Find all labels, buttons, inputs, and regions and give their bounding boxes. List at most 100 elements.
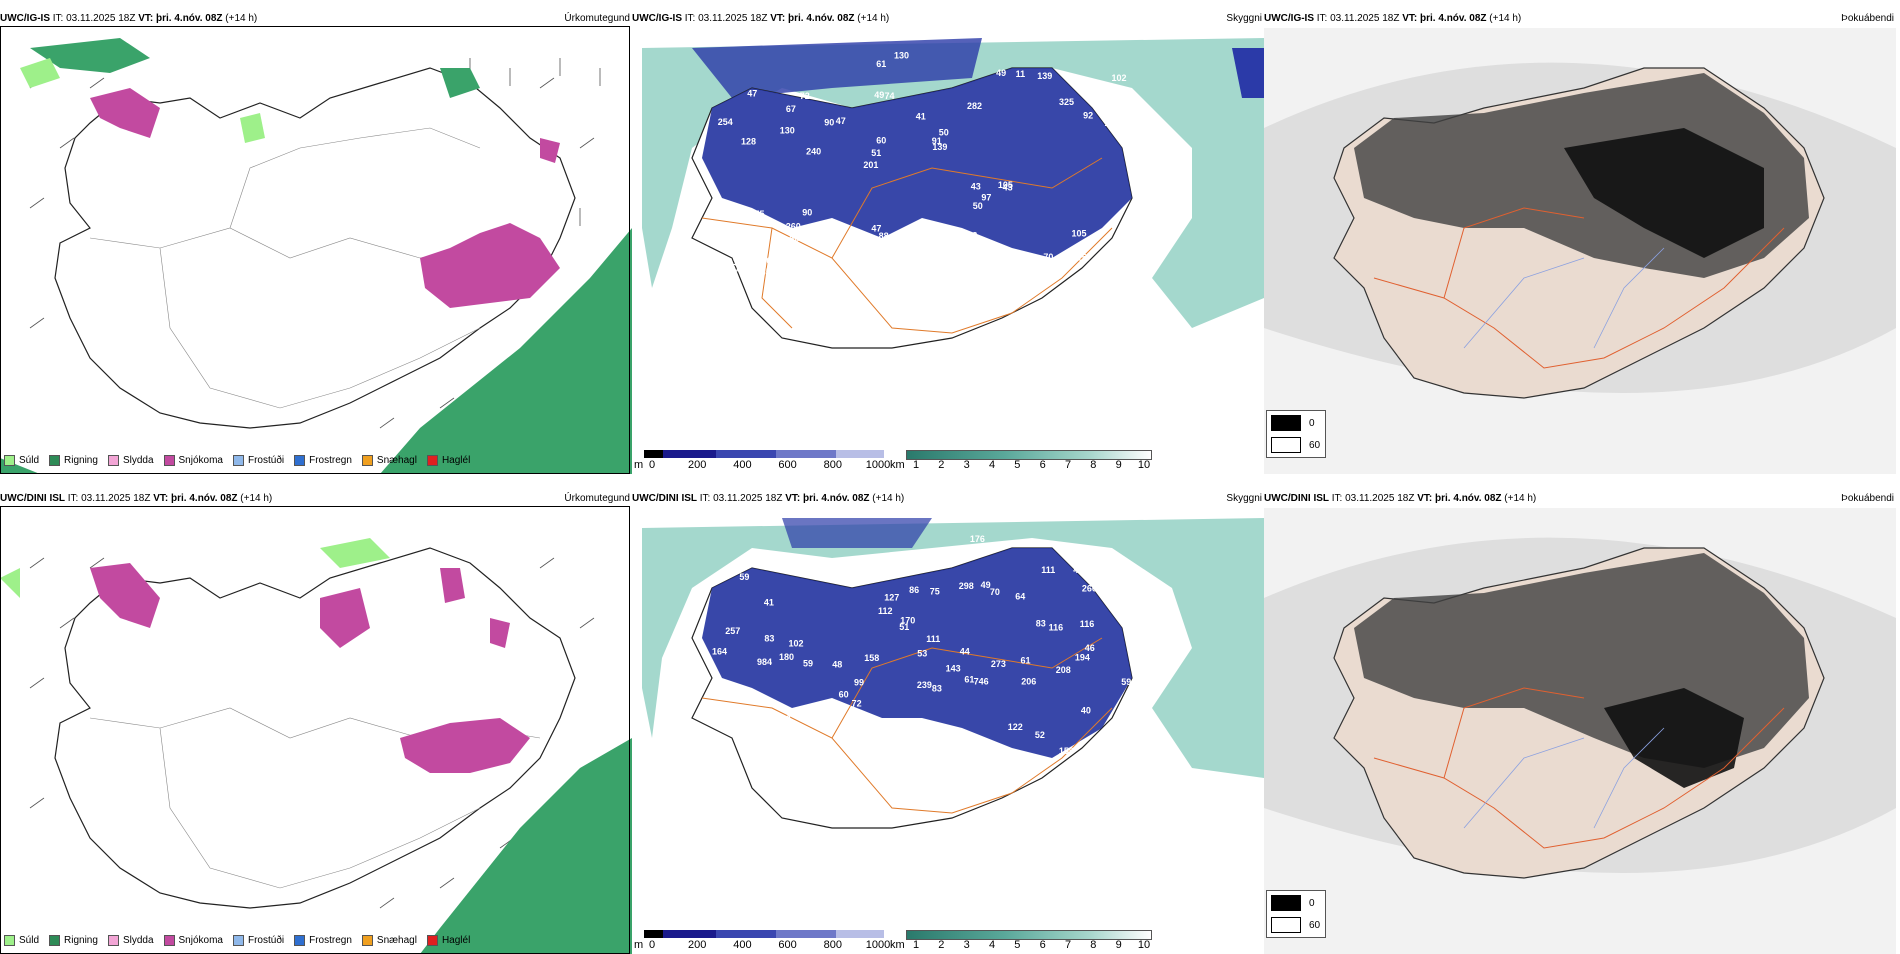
panel-title: Þokuábendi	[1841, 493, 1894, 504]
legend-item: Frostregn	[294, 454, 352, 466]
legend-swatch	[4, 454, 15, 466]
panel-header: UWC/IG-IS IT: 03.11.2025 18Z VT: þri. 4.…	[0, 12, 632, 26]
visibility-unit: km	[890, 939, 905, 951]
visibility-unit: km	[890, 459, 905, 471]
fog-index-map	[1264, 28, 1896, 474]
legend-swatch	[294, 454, 306, 466]
ceiling-label: 105	[998, 180, 1013, 190]
lead-time: (+14 h)	[1504, 493, 1537, 504]
panel-header: UWC/DINI ISL IT: 03.11.2025 18Z VT: þri.…	[632, 492, 1264, 506]
panel-title: Úrkomutegund	[564, 13, 630, 24]
ceiling-label: 88	[879, 231, 889, 241]
ceiling-label: 102	[789, 639, 804, 649]
legend-swatch	[107, 454, 119, 466]
init-time: 03.11.2025 18Z	[713, 493, 783, 504]
tick-label: 3	[963, 459, 970, 471]
ceiling-label: 61	[964, 675, 974, 685]
legend-swatch	[361, 454, 373, 466]
tick-label: 2	[938, 939, 945, 951]
ceiling-visibility-map: 159 180 61 59 40 41 48 48 64 86 70 52 72 102 44 68 61 111…	[632, 508, 1264, 954]
fog-index-legend: 0 60	[1266, 890, 1326, 938]
snow-area	[90, 88, 560, 308]
panel-header: UWC/DINI ISL IT: 03.11.2025 18Z VT: þri.…	[0, 492, 632, 506]
legend-swatch	[163, 454, 175, 466]
ceiling-label: 180	[779, 652, 794, 662]
panel-ceiling-visibility-dini: UWC/DINI ISL IT: 03.11.2025 18Z VT: þri.…	[632, 492, 1264, 952]
panel-title: Skyggni	[1226, 13, 1262, 24]
tick-label: 5	[1014, 459, 1021, 471]
init-time-label: IT:	[1331, 493, 1343, 504]
ceiling-label: 49	[981, 580, 991, 590]
legend-label: Slydda	[122, 934, 154, 946]
valid-time-label: VT:	[1402, 13, 1418, 24]
fog-dark-area	[1564, 128, 1764, 258]
ceiling-label: 72	[852, 699, 862, 709]
precip-legend: Súld Rigning Slydda Snjókoma Frostúði Frostre…	[4, 450, 470, 470]
ceiling-label: 105	[1072, 228, 1087, 238]
tick-label: 0	[648, 939, 656, 951]
ceiling-label: 49	[874, 90, 884, 100]
valid-time: þri. 4.nóv. 08Z	[171, 493, 238, 504]
ceiling-label: 325	[1059, 97, 1074, 107]
ceiling-label: 139	[1037, 71, 1052, 81]
tick-label: 9	[1115, 939, 1122, 951]
legend-swatch	[294, 934, 306, 946]
ceiling-label: 260	[1082, 583, 1097, 593]
ceiling-label: 158	[864, 653, 879, 663]
ceiling-label: 159	[1059, 746, 1074, 756]
legend-swatch	[49, 454, 61, 466]
ceiling-label: 282	[967, 101, 982, 111]
ceiling-label: 130	[743, 214, 758, 224]
ceiling-label: 133	[1104, 118, 1119, 128]
init-time-label: IT:	[67, 493, 79, 504]
tick-label: 400	[733, 459, 752, 471]
river-lines	[1463, 247, 1665, 349]
visibility-colorbar: 1 2 3 4 5 6 7 8 9 10 km	[890, 930, 1152, 951]
ceiling-label: 44	[960, 646, 970, 656]
ceiling-label: 50	[939, 127, 949, 137]
valid-time: þri. 4.nóv. 08Z	[1435, 493, 1502, 504]
ceiling-label: 90	[824, 118, 834, 128]
init-time: 03.11.2025 18Z	[66, 13, 136, 24]
panel-title: Þokuábendi	[1841, 13, 1894, 24]
init-time: 03.11.2025 18Z	[81, 493, 151, 504]
tick-label: 0	[648, 459, 656, 471]
legend-label: Snæhagl	[376, 454, 417, 466]
ceiling-label: 903	[761, 256, 776, 266]
ceiling-colorbar: 0 200 400 600 800 1000 m	[634, 930, 890, 951]
road-lines	[701, 637, 1113, 814]
ceiling-label: 99	[854, 678, 864, 688]
ceiling-labels: 159 180 61 59 40 41 48 48 64 86 70 52 72 102 44 68 61 111…	[712, 534, 1131, 758]
tick-label: 2	[938, 459, 945, 471]
ceiling-label: 143	[946, 664, 961, 674]
legend-item: Slydda	[107, 454, 154, 466]
ceiling-label: 257	[725, 626, 740, 636]
ceiling-label: 83	[764, 633, 774, 643]
ceiling-label: 298	[959, 581, 974, 591]
ceiling-label: 206	[1021, 677, 1036, 687]
rain-area	[0, 38, 632, 474]
ceiling-label: 85	[761, 267, 771, 277]
legend-label: Haglél	[441, 454, 471, 466]
ceiling-label: 130	[894, 50, 909, 60]
tick-label: 4	[988, 459, 996, 471]
panel-title: Skyggni	[1226, 493, 1262, 504]
panel-header: UWC/IG-IS IT: 03.11.2025 18Z VT: þri. 4.…	[632, 12, 1264, 26]
ceiling-label: 128	[741, 137, 756, 147]
init-time-label: IT:	[699, 493, 711, 504]
ceiling-label: 49	[996, 68, 1006, 78]
ceiling-label: 43	[1003, 183, 1013, 193]
ceiling-ticks: 0 200 400 600 800 1000	[634, 939, 890, 951]
legend-item: Frostúði	[232, 934, 284, 946]
ceiling-label: 118	[728, 257, 743, 267]
ceiling-label: 66	[983, 748, 993, 758]
ceiling-label: 133	[962, 230, 977, 240]
tick-label: 10	[1137, 459, 1151, 471]
ceiling-label: 239	[917, 680, 932, 690]
ceiling-label: 64	[1015, 591, 1025, 601]
model-name: UWC/DINI ISL	[632, 493, 697, 504]
ceiling-label: 122	[1008, 722, 1023, 732]
ceiling-label: 139	[932, 142, 947, 152]
init-time: 03.11.2025 18Z	[1330, 13, 1400, 24]
legend-swatch	[107, 934, 119, 946]
